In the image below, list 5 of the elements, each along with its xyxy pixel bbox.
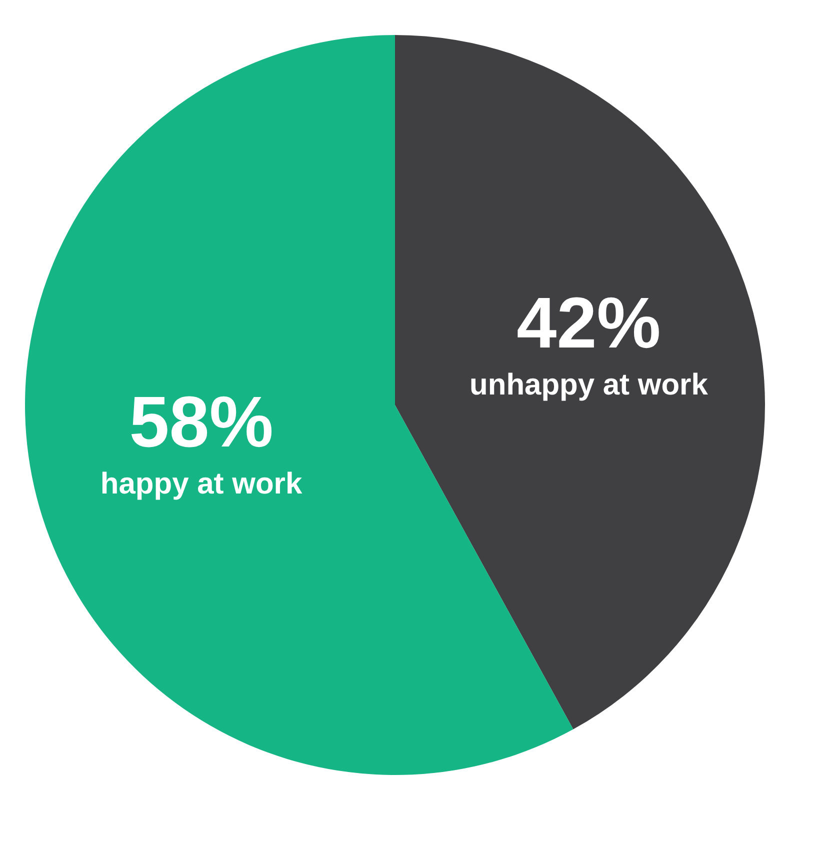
data-label: 58% bbox=[129, 382, 274, 463]
slice-label: happy at work bbox=[100, 468, 302, 501]
pie-slice bbox=[395, 35, 764, 730]
slice-label: unhappy at work bbox=[470, 368, 708, 402]
data-label: 42% bbox=[516, 283, 661, 364]
